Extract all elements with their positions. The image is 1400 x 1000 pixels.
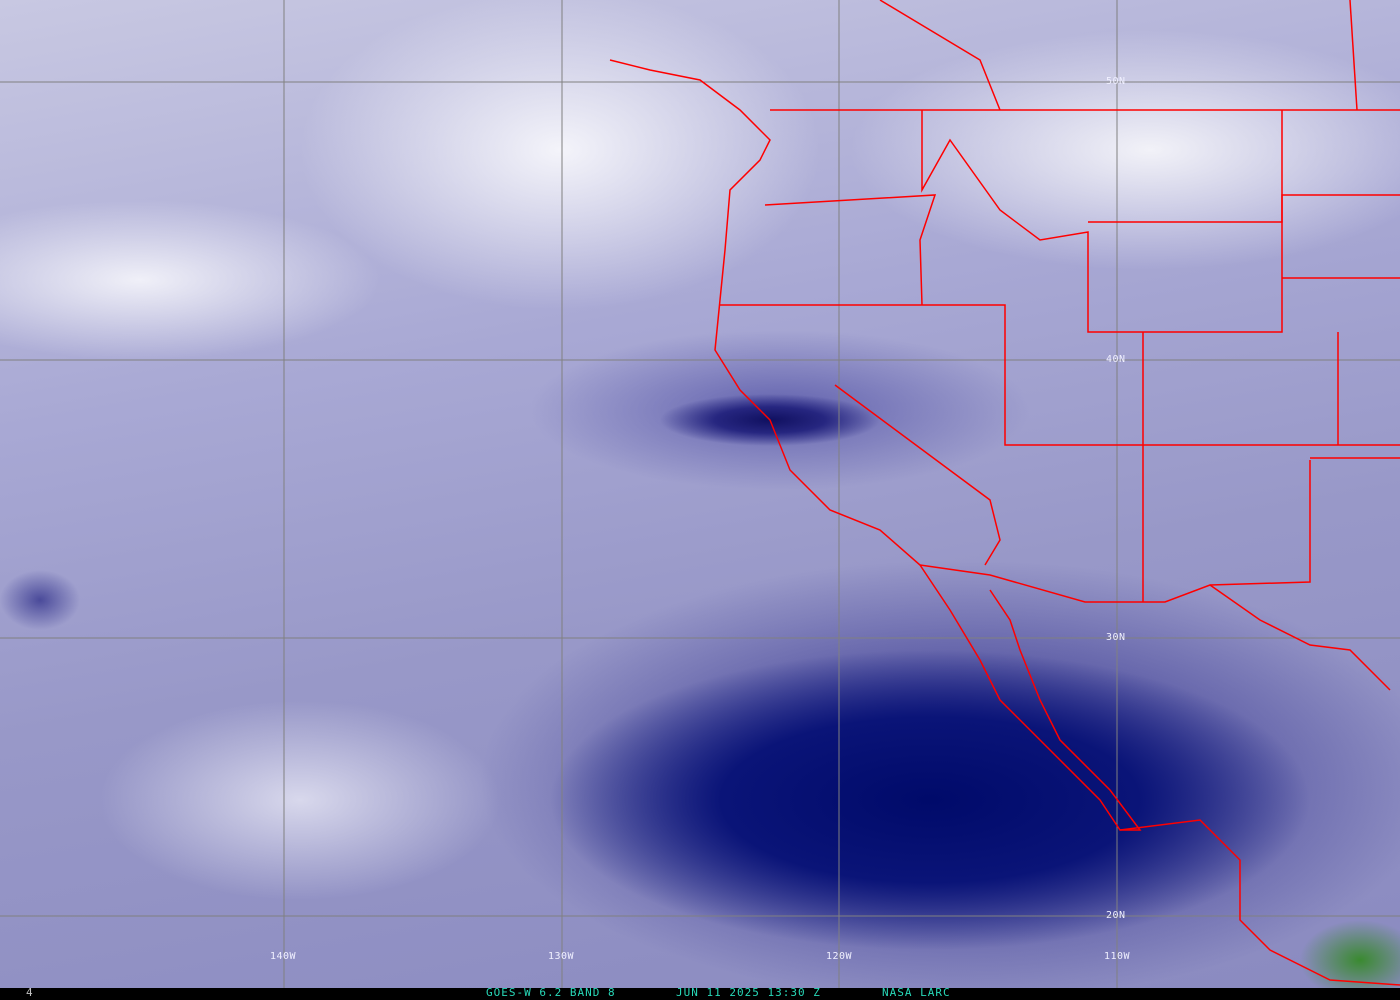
image-datetime: JUN 11 2025 13:30 Z — [676, 986, 821, 999]
frame-number: 4 — [26, 986, 34, 999]
lon-label: 120W — [826, 951, 853, 962]
us-mexico-border — [919, 564, 1391, 691]
caption-bar: 4 GOES-W 6.2 BAND 8 JUN 11 2025 13:30 Z … — [0, 986, 1400, 1000]
lon-label: 130W — [548, 951, 575, 962]
lon-label: 140W — [270, 951, 297, 962]
nm-border — [1209, 460, 1311, 586]
east-border — [1349, 0, 1358, 111]
lat-label: 40N — [1106, 354, 1126, 365]
lat-label: 30N — [1106, 632, 1126, 643]
wy-border — [1088, 194, 1400, 223]
mexico-coast — [1119, 819, 1400, 986]
ca-nv-border — [834, 384, 1001, 566]
north-border — [879, 0, 1001, 111]
wa-or-border — [764, 194, 937, 306]
coastlines-borders — [609, 0, 1400, 986]
lat-label: 20N — [1106, 910, 1126, 921]
lat-label: 50N — [1106, 76, 1126, 87]
or-border — [720, 304, 1400, 446]
id-border — [921, 110, 1283, 333]
satellite-band: GOES-W 6.2 BAND 8 — [486, 986, 616, 999]
west-coast — [609, 59, 1142, 831]
image-source: NASA LARC — [882, 986, 951, 999]
lon-label: 110W — [1104, 951, 1131, 962]
